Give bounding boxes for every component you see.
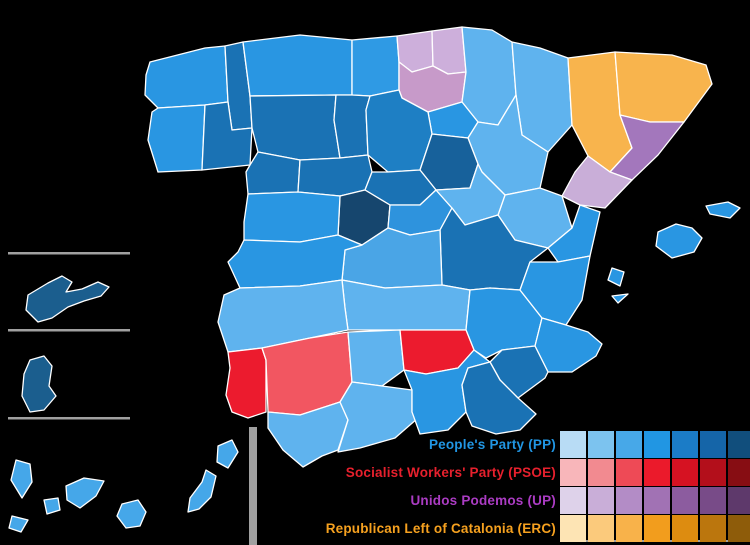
province-mallorca bbox=[655, 223, 703, 259]
province-lanzarote bbox=[216, 439, 239, 469]
legend-swatch bbox=[700, 459, 726, 486]
legend-swatch bbox=[616, 515, 642, 542]
province-ibiza bbox=[607, 267, 625, 287]
legend-row-pp: People's Party (PP) bbox=[0, 431, 750, 458]
legend-swatch bbox=[560, 487, 586, 514]
legend-row-psoe: Socialist Workers' Party (PSOE) bbox=[0, 459, 750, 486]
province-huelva bbox=[225, 347, 267, 419]
legend-scale-erc bbox=[560, 515, 750, 542]
legend-swatch bbox=[588, 515, 614, 542]
province-palencia bbox=[333, 94, 371, 159]
legend-row-erc: Republican Left of Catalonia (ERC) bbox=[0, 515, 750, 542]
legend-swatch bbox=[644, 431, 670, 458]
legend-label-up: Unidos Podemos (UP) bbox=[410, 493, 556, 508]
legend-swatch bbox=[616, 431, 642, 458]
legend-swatch bbox=[672, 459, 698, 486]
legend-label-erc: Republican Left of Catalonia (ERC) bbox=[325, 521, 556, 536]
legend-swatch bbox=[644, 459, 670, 486]
legend-swatch bbox=[672, 515, 698, 542]
inset-divider-line-top bbox=[8, 252, 130, 255]
province-alicante bbox=[534, 317, 603, 373]
legend-swatch bbox=[700, 515, 726, 542]
legend-scale-pp bbox=[560, 431, 750, 458]
legend-label-pp: People's Party (PP) bbox=[428, 437, 556, 452]
province-a-coruna bbox=[144, 45, 229, 109]
province-la-gomera bbox=[43, 497, 61, 515]
legend-swatch bbox=[644, 487, 670, 514]
legend-swatch bbox=[560, 431, 586, 458]
province-valladolid bbox=[297, 154, 373, 197]
legend-swatch bbox=[728, 487, 750, 514]
province-girona bbox=[614, 51, 713, 123]
legend-swatch bbox=[560, 459, 586, 486]
ceuta-melilla-insets-layer bbox=[21, 275, 110, 413]
legend-swatch bbox=[588, 487, 614, 514]
province-caceres bbox=[227, 234, 363, 289]
inset-divider-line-middle bbox=[8, 329, 130, 332]
legend-swatch bbox=[616, 459, 642, 486]
province-asturias bbox=[242, 34, 353, 97]
legend-swatch bbox=[616, 487, 642, 514]
legend-swatch bbox=[700, 487, 726, 514]
legend-swatch bbox=[700, 431, 726, 458]
province-menorca bbox=[705, 201, 741, 219]
province-el-hierro bbox=[8, 515, 29, 533]
peninsula-and-islands-layer bbox=[8, 26, 741, 533]
province-formentera bbox=[611, 293, 629, 304]
inset-divider-line-bottom bbox=[8, 417, 130, 420]
province-ciudad-real bbox=[341, 279, 471, 331]
canary-inset-divider-bar bbox=[249, 427, 257, 545]
legend-swatch bbox=[672, 487, 698, 514]
province-tarragona bbox=[561, 155, 633, 209]
province-barcelona bbox=[609, 114, 685, 181]
legend-swatch bbox=[728, 515, 750, 542]
province-cadiz bbox=[267, 401, 349, 468]
legend-swatch bbox=[728, 459, 750, 486]
province-cordoba bbox=[347, 329, 405, 387]
province-almeria bbox=[461, 361, 537, 435]
province-la-palma bbox=[10, 459, 33, 499]
province-pontevedra bbox=[147, 104, 206, 173]
province-valencia bbox=[519, 255, 591, 326]
province-fuerteventura bbox=[187, 469, 217, 513]
legend-label-psoe: Socialist Workers' Party (PSOE) bbox=[345, 465, 556, 480]
province-zamora bbox=[245, 151, 301, 195]
legend-swatch bbox=[728, 431, 750, 458]
legend-scale-psoe bbox=[560, 459, 750, 486]
province-leon bbox=[249, 94, 341, 161]
province-cantabria bbox=[351, 35, 400, 97]
legend-swatch bbox=[672, 431, 698, 458]
province-gipuzkoa bbox=[431, 26, 467, 75]
legend-swatch bbox=[644, 515, 670, 542]
province-salamanca bbox=[243, 191, 341, 243]
legend-swatch bbox=[588, 459, 614, 486]
province-melilla bbox=[21, 355, 57, 413]
legend-swatch bbox=[588, 431, 614, 458]
province-ceuta bbox=[25, 275, 110, 323]
province-tenerife bbox=[65, 477, 105, 509]
legend-row-up: Unidos Podemos (UP) bbox=[0, 487, 750, 514]
legend-swatch bbox=[560, 515, 586, 542]
legend-scale-up bbox=[560, 487, 750, 514]
province-gran-canaria bbox=[116, 499, 147, 529]
